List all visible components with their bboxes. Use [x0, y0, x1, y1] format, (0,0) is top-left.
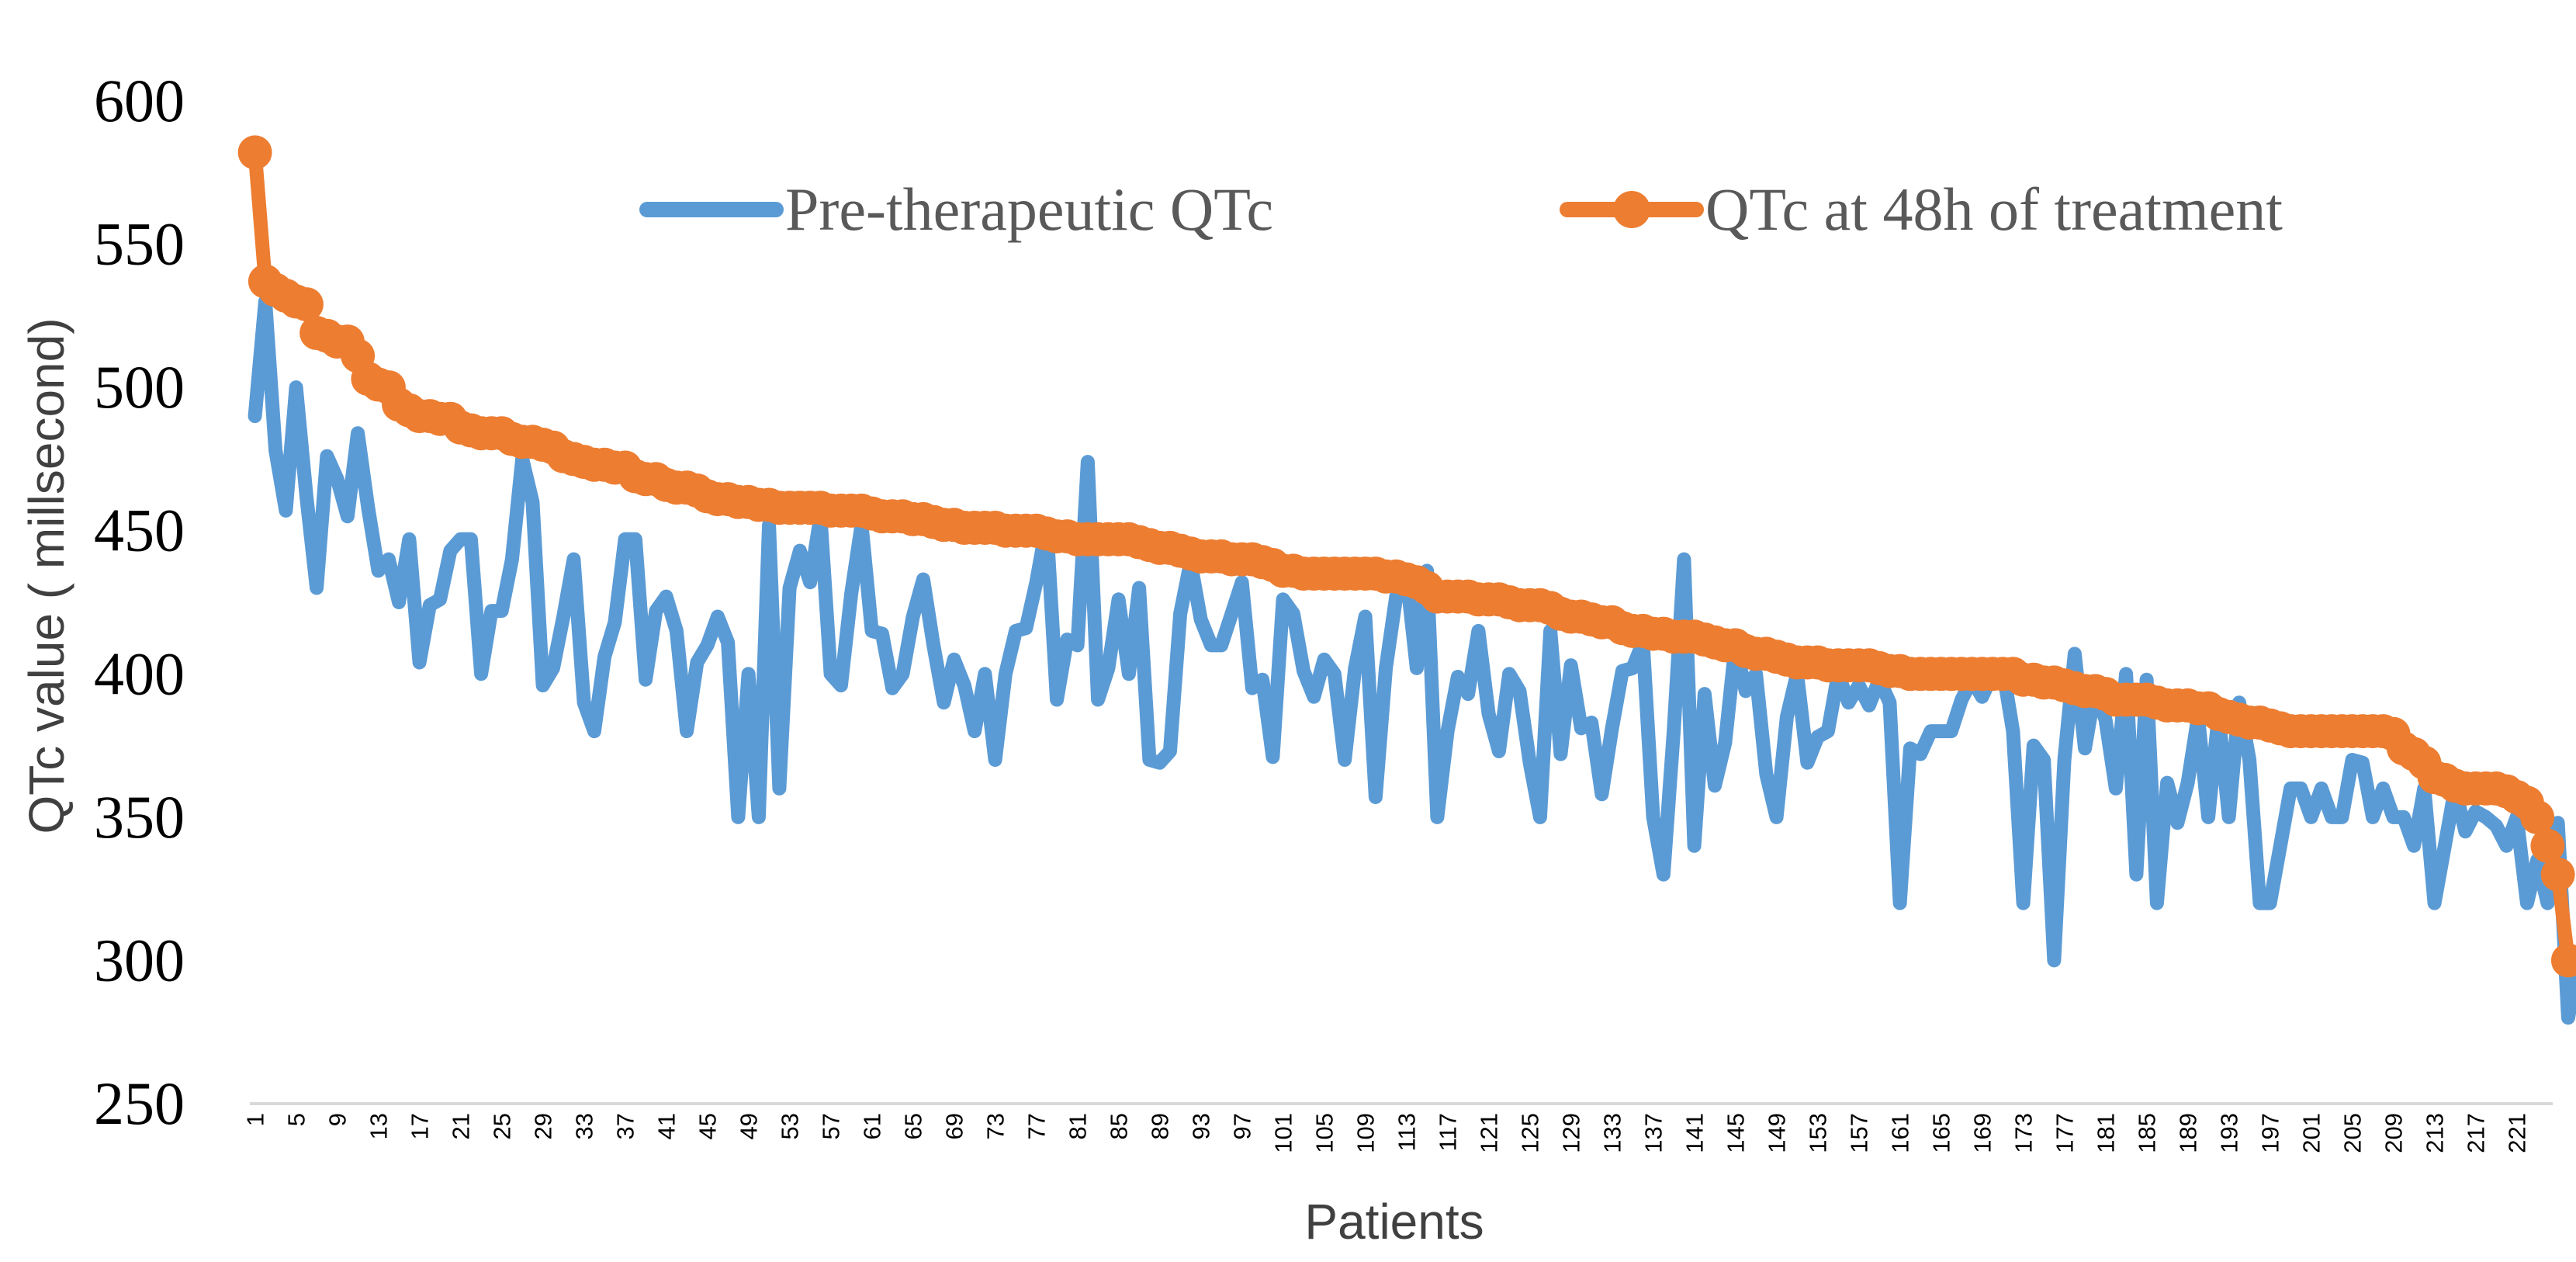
x-tick-label: 45 — [694, 1113, 722, 1139]
x-tick-label: 113 — [1394, 1113, 1421, 1151]
x-tick-label: 93 — [1188, 1113, 1215, 1139]
x-tick-label: 213 — [2422, 1113, 2449, 1153]
x-tick-label: 221 — [2504, 1113, 2531, 1153]
x-tick-label: 101 — [1270, 1113, 1297, 1153]
x-tick-label: 165 — [1928, 1113, 1955, 1153]
x-tick-label: 73 — [982, 1113, 1009, 1139]
legend-marker-48h — [1613, 191, 1650, 228]
x-tick-label: 13 — [365, 1113, 393, 1139]
x-tick-label: 217 — [2463, 1113, 2490, 1153]
legend-label-pre-therapeutic: Pre-therapeutic QTc — [785, 175, 1273, 243]
x-tick-label: 209 — [2380, 1113, 2408, 1153]
data-point-48h — [237, 135, 272, 170]
x-tick-label: 117 — [1435, 1113, 1462, 1151]
data-point-48h — [2520, 799, 2555, 834]
x-tick-label: 169 — [1969, 1113, 1996, 1153]
y-tick-label: 250 — [94, 1070, 185, 1137]
x-tick-label: 9 — [324, 1113, 351, 1126]
x-tick-label: 89 — [1147, 1113, 1174, 1139]
series-line-pre-therapeutic — [248, 294, 2576, 1025]
x-tick-label: 205 — [2339, 1113, 2367, 1153]
y-tick-label: 500 — [94, 353, 185, 421]
x-tick-label: 201 — [2298, 1113, 2325, 1153]
x-tick-label: 69 — [941, 1113, 968, 1139]
x-tick-label: 25 — [489, 1113, 516, 1139]
x-tick-label: 65 — [900, 1113, 927, 1139]
series-layer — [237, 135, 2576, 1025]
x-tick-label: 133 — [1599, 1113, 1626, 1153]
x-tick-label: 193 — [2216, 1113, 2243, 1153]
series-line-48h — [248, 145, 2575, 968]
data-point-48h — [2530, 828, 2565, 863]
x-tick-label: 33 — [571, 1113, 598, 1139]
x-tick-label: 61 — [859, 1113, 886, 1139]
x-tick-label: 49 — [736, 1113, 763, 1139]
data-point-48h — [289, 287, 324, 322]
x-tick-label: 153 — [1805, 1113, 1832, 1153]
x-tick-label: 17 — [407, 1113, 434, 1139]
x-tick-label: 185 — [2134, 1113, 2161, 1153]
x-tick-label: 129 — [1558, 1113, 1585, 1153]
y-tick-label: 400 — [94, 640, 185, 707]
x-tick-label: 29 — [530, 1113, 557, 1139]
x-tick-label: 57 — [818, 1113, 845, 1139]
legend: Pre-therapeutic QTc QTc at 48h of treatm… — [639, 175, 2283, 243]
x-tick-label: 141 — [1681, 1113, 1709, 1153]
y-tick-label: 350 — [94, 783, 185, 851]
y-tick-label: 450 — [94, 497, 185, 564]
x-tick-label: 181 — [2093, 1113, 2120, 1153]
x-tick-label: 97 — [1229, 1113, 1256, 1139]
legend-label-48h: QTc at 48h of treatment — [1705, 175, 2283, 243]
x-tick-label: 189 — [2175, 1113, 2202, 1153]
x-tick-label: 81 — [1065, 1113, 1092, 1139]
x-tick-label: 85 — [1106, 1113, 1133, 1139]
x-tick-label: 137 — [1640, 1113, 1667, 1153]
data-point-48h — [2540, 857, 2575, 892]
y-axis-title: QTc value ( millsecond) — [19, 317, 74, 834]
x-axis-ticks: 1 5 9 13 17 21 25 29 33 37 41 45 49 53 57 61 65 69 73 77 81 8… — [242, 1113, 2531, 1153]
y-axis-ticks: 250 300 350 400 450 500 550 600 — [94, 67, 185, 1137]
x-tick-label: 21 — [448, 1113, 475, 1139]
x-tick-label: 197 — [2257, 1113, 2284, 1153]
x-axis-title: Patients — [1304, 1194, 1484, 1250]
x-tick-label: 105 — [1311, 1113, 1338, 1153]
x-tick-label: 149 — [1764, 1113, 1791, 1153]
data-point-48h — [2550, 943, 2576, 978]
y-tick-label: 550 — [94, 210, 185, 278]
x-tick-label: 157 — [1846, 1113, 1873, 1153]
x-tick-label: 5 — [283, 1113, 310, 1126]
y-tick-label: 300 — [94, 926, 185, 993]
x-tick-label: 53 — [777, 1113, 804, 1139]
x-tick-label: 145 — [1723, 1113, 1750, 1153]
y-tick-label: 600 — [94, 67, 185, 134]
x-tick-label: 173 — [2010, 1113, 2038, 1153]
x-tick-label: 161 — [1887, 1113, 1914, 1153]
x-tick-label: 121 — [1476, 1113, 1503, 1153]
x-tick-label: 77 — [1023, 1113, 1051, 1139]
x-tick-label: 1 — [242, 1113, 269, 1126]
x-tick-label: 125 — [1517, 1113, 1544, 1153]
x-tick-label: 41 — [653, 1113, 680, 1139]
x-tick-label: 37 — [612, 1113, 639, 1139]
x-tick-label: 109 — [1352, 1113, 1380, 1153]
x-tick-label: 177 — [2051, 1113, 2079, 1153]
